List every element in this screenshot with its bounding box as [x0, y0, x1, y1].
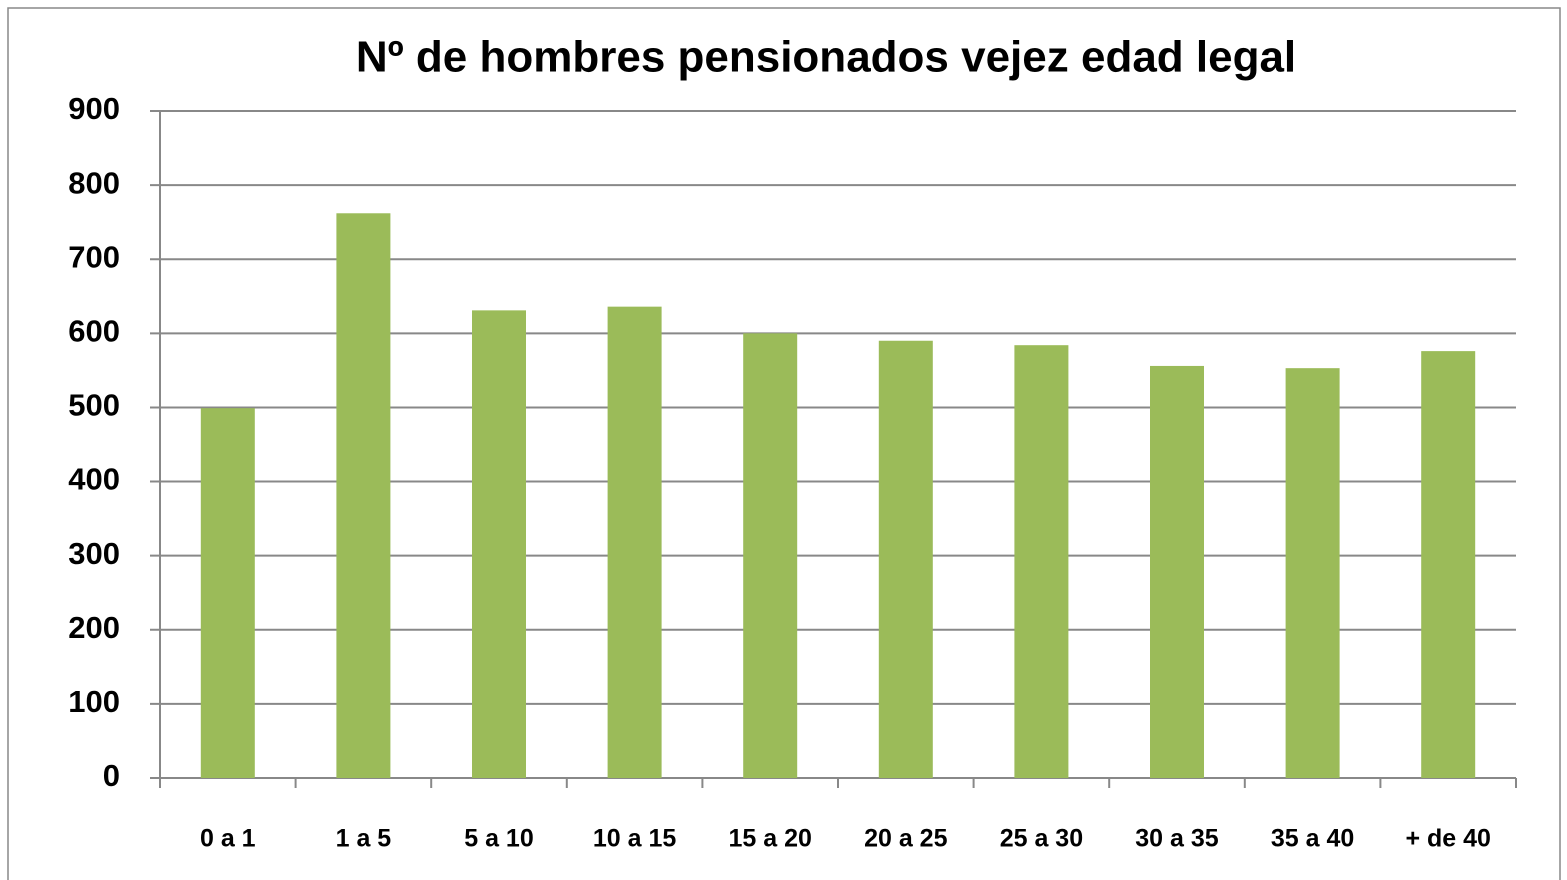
- y-tick-label: 400: [68, 462, 120, 497]
- bar: [1014, 345, 1069, 778]
- bar: [200, 408, 255, 778]
- x-tick-label: 20 a 25: [864, 825, 948, 853]
- x-tick-label: 1 a 5: [336, 825, 392, 853]
- chart-title: Nº de hombres pensionados vejez edad leg…: [356, 33, 1296, 82]
- bar: [878, 340, 933, 778]
- bar: [607, 306, 662, 778]
- x-tick-label: 0 a 1: [200, 825, 256, 853]
- x-tick-label: 5 a 10: [464, 825, 534, 853]
- x-tick-label: 25 a 30: [1000, 825, 1083, 853]
- bar: [1421, 351, 1476, 778]
- y-tick-label: 0: [103, 758, 120, 793]
- y-tick-label: 300: [68, 536, 120, 571]
- bar: [336, 213, 391, 779]
- x-tick-label: 15 a 20: [728, 825, 811, 853]
- y-tick-label: 900: [68, 91, 120, 126]
- x-tick-label: 30 a 35: [1135, 825, 1219, 853]
- y-tick-label: 800: [68, 165, 120, 200]
- y-tick-label: 600: [68, 314, 120, 349]
- x-tick-label: 35 a 40: [1271, 825, 1354, 853]
- bar: [1285, 368, 1340, 778]
- y-tick-label: 200: [68, 610, 120, 645]
- x-tick-label: 10 a 15: [593, 825, 677, 853]
- y-tick-label: 700: [68, 239, 120, 274]
- y-tick-label: 500: [68, 388, 120, 423]
- x-tick-label: + de 40: [1405, 825, 1490, 853]
- y-tick-label: 100: [68, 684, 120, 719]
- bar: [1150, 365, 1204, 778]
- bar: [472, 310, 526, 778]
- bar: [743, 333, 798, 778]
